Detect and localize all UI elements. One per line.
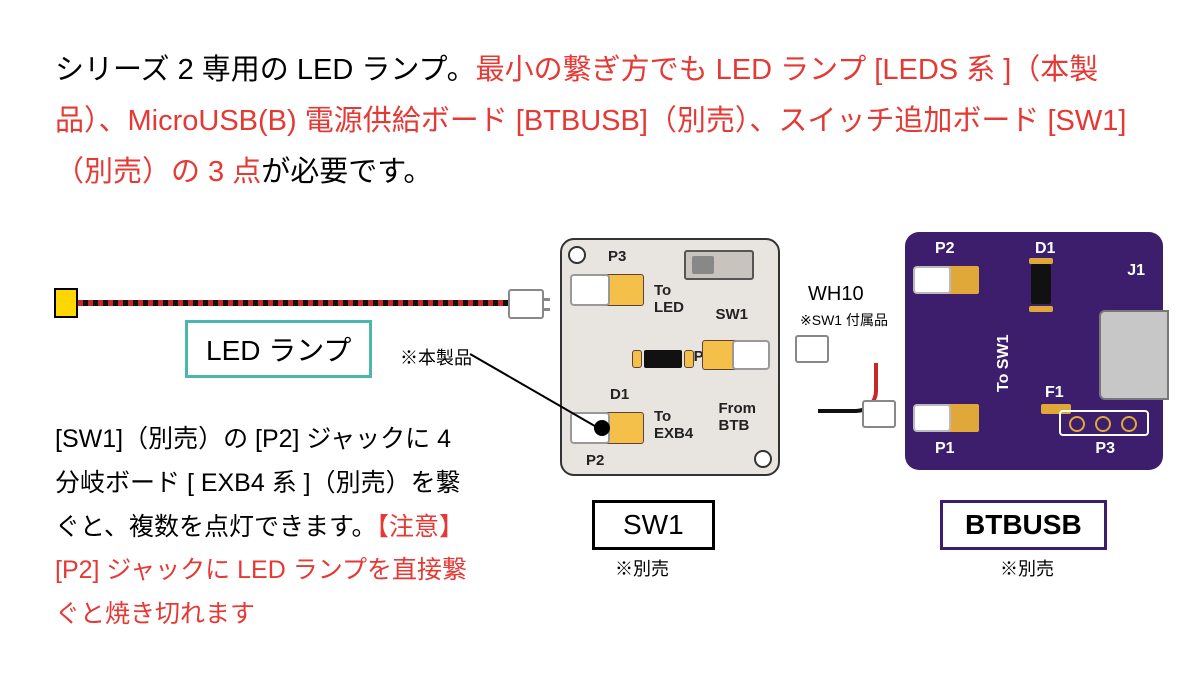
led-wire: [78, 300, 510, 306]
led-label: LED ランプ: [185, 320, 372, 378]
sw1-silk-toled: To LED: [654, 282, 684, 316]
intro-lead: シリーズ 2 専用の LED ランプ。: [55, 54, 476, 86]
sw1-board: P3 To LED SW1 P1 D1 To EXB4 From BTB P2: [560, 238, 780, 476]
sw1-silk-toexb4: To EXB4: [654, 408, 693, 442]
btbusb-board: P2 D1 J1 To SW1 P1 F1 P3: [905, 232, 1163, 470]
sw1-silk-d1: D1: [610, 386, 629, 403]
btb-silk-p2: P2: [935, 240, 955, 258]
btb-silk-j1: J1: [1127, 262, 1145, 280]
bottom-paragraph: [SW1]（別売）の [P2] ジャックに 4 分岐ボード [ EXB4 系 ]…: [55, 418, 475, 637]
sw1-silk-frombtb: From BTB: [719, 400, 757, 434]
sw1-silk-sw1: SW1: [715, 306, 748, 323]
btbusb-label: BTBUSB: [940, 500, 1107, 550]
sw1-label: SW1: [592, 500, 715, 550]
intro-paragraph: シリーズ 2 専用の LED ランプ。最小の繋ぎ方でも LED ランプ [LED…: [55, 45, 1145, 197]
warn-label: 【注意】: [377, 513, 465, 541]
wh10-label: WH10: [808, 283, 864, 306]
sw1-switch-icon: [684, 250, 754, 280]
btb-silk-p1: P1: [935, 440, 955, 458]
sw1-silk-p2: P2: [586, 452, 604, 469]
wh10-connector-b-icon: [862, 400, 896, 428]
btbusb-note: ※別売: [1000, 555, 1054, 581]
btb-silk-tosw1: To SW1: [995, 335, 1013, 392]
btb-silk-f1: F1: [1045, 384, 1064, 402]
btb-silk-d1: D1: [1035, 240, 1055, 258]
intro-tail: が必要です。: [261, 156, 432, 188]
sw1-note: ※別売: [615, 555, 669, 581]
btb-silk-p3: P3: [1095, 440, 1115, 458]
led-note: ※本製品: [400, 344, 472, 370]
led-lamp-icon: [54, 288, 78, 318]
wh10-sub: ※SW1 付属品: [800, 310, 888, 330]
microusb-jack-icon: [1099, 310, 1169, 400]
led-connector-icon: [508, 289, 544, 319]
wh10-connector-a-icon: [795, 335, 829, 363]
sw1-silk-p3: P3: [608, 248, 626, 265]
warn-body: [P2] ジャックに LED ランプを直接繋ぐと焼き切れます: [55, 556, 467, 628]
